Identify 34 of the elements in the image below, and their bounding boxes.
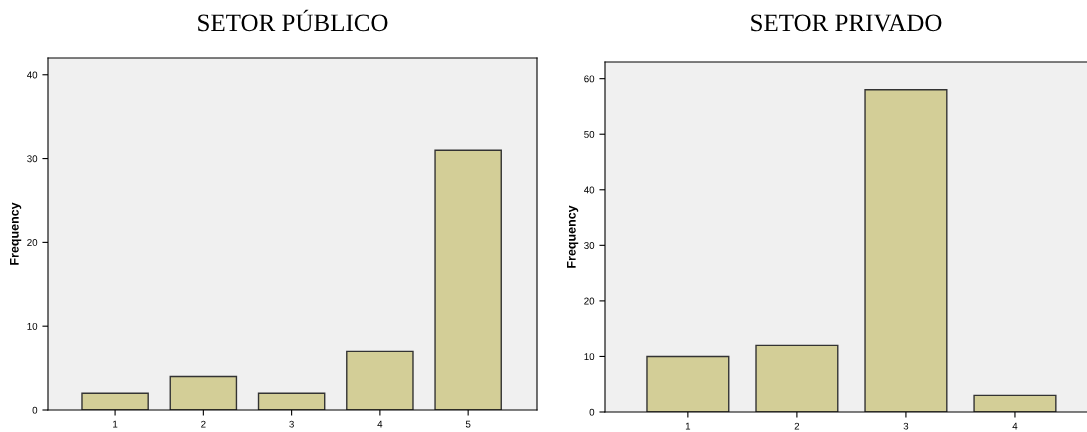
bar bbox=[973, 394, 1057, 412]
y-tick-label: 60 bbox=[584, 75, 595, 83]
bar bbox=[169, 375, 238, 410]
x-tick-label: 4 bbox=[1012, 422, 1018, 430]
bar bbox=[346, 350, 414, 410]
y-tick-label: 20 bbox=[584, 297, 595, 305]
x-tick-label: 3 bbox=[903, 422, 909, 430]
chart-title: SETOR PRIVADO bbox=[751, 14, 942, 32]
x-tick-label: 2 bbox=[201, 420, 206, 428]
y-tick-label: 20 bbox=[27, 239, 38, 246]
y-tick-label: 40 bbox=[26, 71, 38, 79]
bar bbox=[755, 344, 839, 412]
y-tick-label: 30 bbox=[584, 242, 595, 249]
x-tick-label: 1 bbox=[113, 420, 118, 428]
x-tick-label: 2 bbox=[794, 422, 800, 430]
x-tick-label: 1 bbox=[685, 422, 691, 430]
bar bbox=[257, 392, 326, 410]
y-tick-label: 0 bbox=[589, 408, 595, 416]
y-tick-label: 0 bbox=[32, 406, 38, 414]
y-axis-title: Frequency bbox=[10, 202, 22, 265]
chart-title: SETOR PÚBLICO bbox=[198, 9, 388, 32]
bar bbox=[864, 89, 948, 412]
y-tick-label: 10 bbox=[27, 322, 38, 330]
y-axis-title: Frequency bbox=[567, 205, 579, 268]
y-tick-label: 10 bbox=[584, 353, 595, 361]
bar bbox=[81, 392, 149, 410]
bar bbox=[434, 149, 502, 410]
y-tick-label: 30 bbox=[27, 155, 38, 163]
x-tick-label: 3 bbox=[289, 420, 294, 428]
bar bbox=[646, 355, 730, 412]
x-tick-label: 5 bbox=[465, 420, 471, 428]
x-tick-label: 4 bbox=[377, 420, 383, 428]
y-tick-label: 40 bbox=[583, 186, 595, 194]
y-tick-label: 50 bbox=[584, 130, 595, 138]
